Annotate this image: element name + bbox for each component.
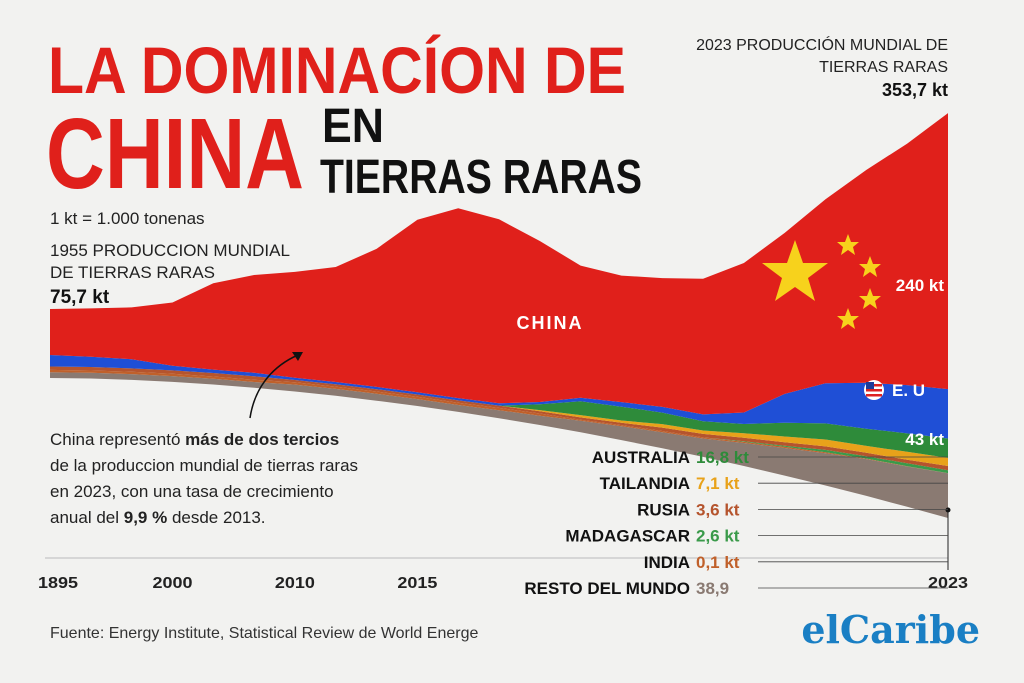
annotation-segment: desde 2013. xyxy=(167,508,265,527)
annotation-segment: en 2023, con una tasa de crecimiento xyxy=(50,482,334,501)
annotation-segment: de la produccion mundial de tierras rara… xyxy=(50,456,358,475)
x-tick-label: 2010 xyxy=(275,575,315,592)
us-flag-icon xyxy=(864,380,884,400)
x-tick-label: 2023 xyxy=(928,575,968,592)
series-name: E. U xyxy=(892,381,925,400)
data-label: 38,9 xyxy=(696,579,729,598)
data-label: 240 kt xyxy=(896,276,945,295)
data-label: 0,1 kt xyxy=(696,553,740,572)
start-note: 1955 PRODUCCION MUNDIAL xyxy=(50,241,290,260)
annotation-arrowhead xyxy=(292,352,303,361)
series-name: TAILANDIA xyxy=(600,474,690,493)
data-label: 16,8 kt xyxy=(696,448,749,467)
end-note: TIERRAS RARAS xyxy=(819,59,948,76)
title-line: CHINA xyxy=(46,98,304,210)
x-tick-label: 1895 xyxy=(38,575,78,592)
annotation-line: anual del 9,9 % desde 2013. xyxy=(50,508,266,527)
series-name: RUSIA xyxy=(637,500,690,519)
source: Fuente: Energy Institute, Statistical Re… xyxy=(50,625,478,642)
logo: elCaribe xyxy=(801,607,980,652)
annotation-line: de la produccion mundial de tierras rara… xyxy=(50,456,358,475)
start-total: 75,7 kt xyxy=(50,287,110,308)
x-tick-label: 2015 xyxy=(397,575,437,592)
series-name: CHINA xyxy=(517,313,584,333)
annotation-line: China representó más de dos tercios xyxy=(50,430,339,449)
title-line: LA DOMINACÍON DE xyxy=(48,33,626,107)
series-name: AUSTRALIA xyxy=(592,448,690,467)
end-marker-dot xyxy=(945,507,951,513)
data-label: 3,6 kt xyxy=(696,500,740,519)
start-note: DE TIERRAS RARAS xyxy=(50,263,215,282)
annotation-segment: 9,9 % xyxy=(124,508,167,527)
area xyxy=(50,355,948,439)
annotation-segment: anual del xyxy=(50,508,124,527)
title-line: EN xyxy=(322,100,384,153)
end-note: 2023 PRODUCCIÓN MUNDIAL DE xyxy=(696,35,948,54)
unit-note: 1 kt = 1.000 tonenas xyxy=(50,209,205,228)
series-name: MADAGASCAR xyxy=(565,527,690,546)
title-line: TIERRAS RARAS xyxy=(320,151,642,204)
data-label: 2,6 kt xyxy=(696,527,740,546)
end-total: 353,7 kt xyxy=(882,80,948,100)
x-tick-label: 2000 xyxy=(152,575,192,592)
data-label: 7,1 kt xyxy=(696,474,740,493)
area xyxy=(50,113,948,415)
data-label: 43 kt xyxy=(905,430,944,449)
series-name: RESTO DEL MUNDO xyxy=(524,579,690,598)
annotation-segment: más de dos tercios xyxy=(185,430,339,449)
annotation-segment: China representó xyxy=(50,430,185,449)
series-name: INDIA xyxy=(644,553,690,572)
annotation-line: en 2023, con una tasa de crecimiento xyxy=(50,482,334,501)
china-flag-stars xyxy=(762,234,881,329)
annotation-arrow xyxy=(249,354,299,419)
